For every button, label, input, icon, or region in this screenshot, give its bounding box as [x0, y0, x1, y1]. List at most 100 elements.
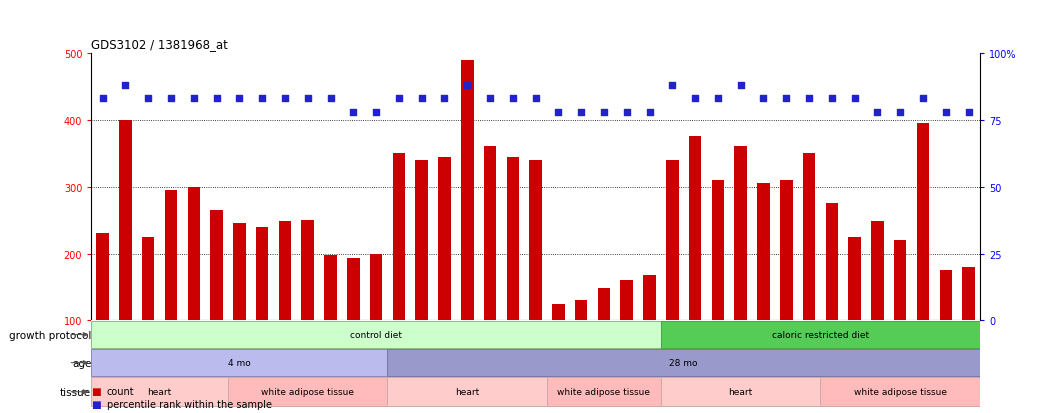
- Point: [368, 109, 385, 116]
- Bar: [597, 289, 610, 387]
- Bar: [848, 237, 861, 387]
- Text: caloric restricted diet: caloric restricted diet: [772, 330, 869, 339]
- Bar: [96, 234, 109, 387]
- Bar: [439, 157, 451, 387]
- Bar: [211, 211, 223, 387]
- Bar: [962, 267, 975, 387]
- Point: [528, 96, 544, 102]
- Point: [595, 109, 612, 116]
- Bar: [546, 377, 661, 406]
- Bar: [552, 304, 565, 387]
- Bar: [780, 180, 792, 387]
- Point: [345, 109, 362, 116]
- Point: [823, 96, 840, 102]
- Text: growth protocol: growth protocol: [9, 330, 91, 340]
- Bar: [757, 184, 769, 387]
- Bar: [416, 161, 428, 387]
- Text: GDS3102 / 1381968_at: GDS3102 / 1381968_at: [91, 38, 228, 51]
- Point: [505, 96, 522, 102]
- Point: [208, 96, 225, 102]
- Bar: [506, 157, 520, 387]
- Bar: [388, 349, 980, 377]
- Text: white adipose tissue: white adipose tissue: [853, 387, 947, 396]
- Text: tissue: tissue: [60, 387, 91, 397]
- Bar: [119, 121, 132, 387]
- Bar: [894, 241, 906, 387]
- Point: [482, 96, 499, 102]
- Point: [140, 96, 157, 102]
- Point: [641, 109, 657, 116]
- Point: [163, 96, 179, 102]
- Point: [550, 109, 566, 116]
- Point: [778, 96, 794, 102]
- Point: [618, 109, 635, 116]
- Bar: [620, 281, 633, 387]
- Bar: [825, 204, 838, 387]
- Bar: [256, 227, 269, 387]
- Point: [186, 96, 202, 102]
- Point: [915, 96, 931, 102]
- Bar: [188, 187, 200, 387]
- Text: percentile rank within the sample: percentile rank within the sample: [107, 399, 272, 409]
- Point: [732, 83, 749, 89]
- Bar: [228, 377, 388, 406]
- Text: 4 mo: 4 mo: [228, 358, 251, 367]
- Point: [801, 96, 817, 102]
- Text: ■: ■: [91, 399, 101, 409]
- Bar: [574, 301, 587, 387]
- Text: heart: heart: [455, 387, 479, 396]
- Point: [892, 109, 908, 116]
- Point: [960, 109, 977, 116]
- Point: [846, 96, 863, 102]
- Bar: [142, 237, 155, 387]
- Bar: [388, 377, 546, 406]
- Bar: [689, 137, 701, 387]
- Text: control diet: control diet: [351, 330, 402, 339]
- Bar: [871, 222, 884, 387]
- Bar: [233, 224, 246, 387]
- Bar: [661, 321, 980, 349]
- Point: [414, 96, 430, 102]
- Bar: [165, 190, 177, 387]
- Text: white adipose tissue: white adipose tissue: [261, 387, 355, 396]
- Text: heart: heart: [729, 387, 753, 396]
- Point: [686, 96, 703, 102]
- Bar: [302, 221, 314, 387]
- Point: [391, 96, 408, 102]
- Bar: [666, 161, 678, 387]
- Point: [709, 96, 726, 102]
- Bar: [347, 259, 360, 387]
- Bar: [661, 377, 820, 406]
- Bar: [803, 154, 815, 387]
- Point: [117, 83, 134, 89]
- Point: [300, 96, 316, 102]
- Bar: [484, 147, 497, 387]
- Bar: [370, 254, 383, 387]
- Bar: [91, 321, 661, 349]
- Text: count: count: [107, 387, 135, 396]
- Bar: [940, 271, 952, 387]
- Point: [277, 96, 293, 102]
- Text: age: age: [72, 358, 91, 368]
- Bar: [711, 180, 724, 387]
- Point: [94, 96, 111, 102]
- Point: [755, 96, 772, 102]
- Text: white adipose tissue: white adipose tissue: [558, 387, 650, 396]
- Bar: [529, 161, 542, 387]
- Bar: [461, 60, 474, 387]
- Point: [572, 109, 589, 116]
- Point: [937, 109, 954, 116]
- Point: [459, 83, 476, 89]
- Point: [323, 96, 339, 102]
- Bar: [91, 349, 388, 377]
- Point: [231, 96, 248, 102]
- Bar: [734, 147, 747, 387]
- Point: [664, 83, 680, 89]
- Bar: [820, 377, 980, 406]
- Bar: [325, 255, 337, 387]
- Point: [254, 96, 271, 102]
- Text: ■: ■: [91, 387, 101, 396]
- Bar: [279, 222, 291, 387]
- Bar: [917, 124, 929, 387]
- Bar: [91, 377, 228, 406]
